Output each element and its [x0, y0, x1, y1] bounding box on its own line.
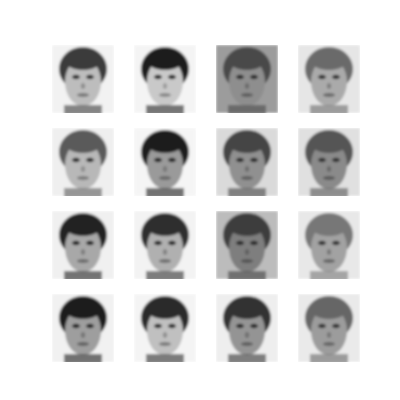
face-tile — [216, 294, 278, 362]
face-tile — [216, 128, 278, 196]
face-image — [134, 128, 196, 196]
face-image — [298, 128, 360, 196]
face-image — [134, 294, 196, 362]
face-tile — [298, 45, 360, 113]
face-tile — [52, 45, 114, 113]
face-image — [298, 45, 360, 113]
face-image — [52, 45, 114, 113]
face-image — [52, 211, 114, 279]
face-tile — [52, 128, 114, 196]
face-image — [52, 294, 114, 362]
face-tile — [134, 128, 196, 196]
face-image — [216, 45, 278, 113]
face-image-grid — [52, 45, 360, 363]
face-image — [298, 294, 360, 362]
face-tile — [134, 294, 196, 362]
face-tile — [298, 128, 360, 196]
face-image — [216, 211, 278, 279]
face-image — [134, 211, 196, 279]
face-tile — [216, 211, 278, 279]
face-tile — [298, 211, 360, 279]
face-image — [216, 294, 278, 362]
face-tile — [52, 211, 114, 279]
face-image — [216, 128, 278, 196]
face-tile — [134, 211, 196, 279]
face-image — [298, 211, 360, 279]
face-image — [134, 45, 196, 113]
face-image — [52, 128, 114, 196]
face-tile — [216, 45, 278, 113]
face-tile — [134, 45, 196, 113]
face-tile — [298, 294, 360, 362]
face-tile — [52, 294, 114, 362]
